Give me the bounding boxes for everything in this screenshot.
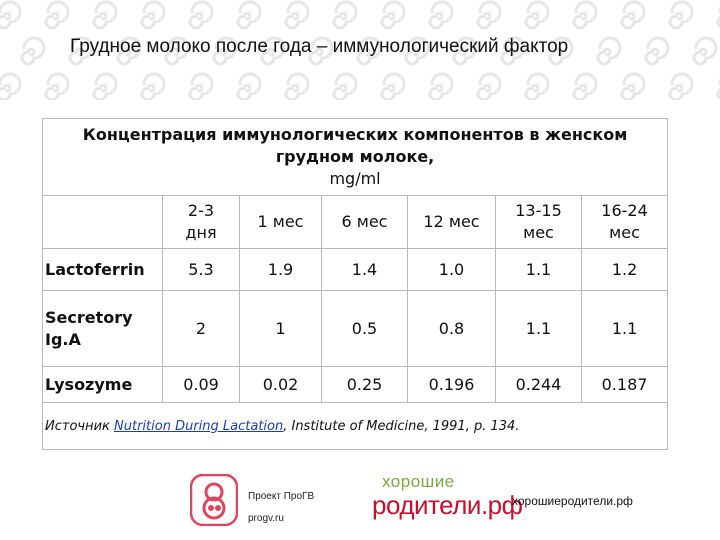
swirl-ornament: [596, 36, 622, 66]
table-cell: 0.5: [321, 290, 408, 367]
table-cell: 1.9: [239, 248, 322, 291]
swirl-ornament: [476, 0, 502, 30]
table-cell: 1.4: [321, 248, 408, 291]
table-row: Lactoferrin 5.3 1.9 1.4 1.0 1.1 1.2: [42, 248, 669, 291]
table-cell: 1.1: [495, 248, 582, 291]
table-source-row: Источник Nutrition During Lactation, Ins…: [41, 402, 669, 450]
table-row: Lysozyme 0.09 0.02 0.25 0.196 0.244 0.18…: [42, 366, 669, 403]
swirl-ornament: [428, 72, 454, 100]
table-cell: 1: [239, 290, 322, 367]
swirl-ornament: [188, 72, 214, 100]
table-cell: 0.02: [239, 366, 322, 403]
swirl-ornament: [260, 36, 286, 66]
source-note: Источник Nutrition During Lactation, Ins…: [41, 402, 669, 450]
immunology-table: Концентрация иммунологических компоненто…: [41, 118, 669, 450]
progv-project-label: Проект ПроГВ: [248, 491, 315, 502]
source-link[interactable]: Nutrition During Lactation: [114, 418, 284, 434]
table-cell: 5.3: [162, 248, 240, 291]
row-label-lactoferrin: Lactoferrin: [42, 248, 163, 291]
swirl-ornament: [380, 0, 406, 30]
table-cell: 0.196: [407, 366, 496, 403]
table-cell: 0.244: [495, 366, 582, 403]
swirl-ornament: [164, 36, 190, 66]
table-row: Secretory Ig.A 2 1 0.5 0.8 1.1 1.1: [42, 290, 669, 367]
swirl-ornament: [20, 36, 46, 66]
swirl-ornament: [44, 0, 70, 30]
progv-text: Проект ПроГВ progv.ru: [248, 486, 314, 530]
source-suffix: , Institute of Medicine, 1991, p. 134.: [283, 418, 520, 434]
swirl-ornament: [116, 36, 142, 66]
progv-logo-icon: [190, 474, 238, 526]
table-cell: 0.09: [162, 366, 240, 403]
column-header: 12 мес: [407, 195, 496, 249]
decorative-swirl-pattern: [0, 0, 720, 100]
swirl-ornament: [572, 72, 598, 100]
swirl-ornament: [308, 36, 334, 66]
site-url[interactable]: хорошиеродители.рф: [512, 494, 633, 508]
column-header: 13-15 мес: [495, 195, 582, 249]
column-header: 1 мес: [239, 195, 322, 249]
hr-logo-top-text: хорошие: [382, 472, 455, 491]
header-empty-cell: [42, 195, 163, 249]
progv-url[interactable]: progv.ru: [248, 513, 284, 524]
caption-line-1: Концентрация иммунологических компоненто…: [82, 125, 628, 144]
column-header: 2-3 дня: [162, 195, 240, 249]
caption-line-2: грудном молоке,: [275, 147, 435, 166]
swirl-ornament: [524, 0, 550, 30]
hr-logo-bottom-text: родители.рф: [372, 490, 523, 520]
table-cell: 0.8: [407, 290, 496, 367]
table-header-row: 2-3 дня 1 мес 6 мес 12 мес 13-15 мес 16-24…: [42, 195, 669, 249]
table-cell: 1.0: [407, 248, 496, 291]
swirl-ornament: [548, 36, 574, 66]
swirl-ornament: [500, 36, 526, 66]
swirl-ornament: [332, 0, 358, 30]
swirl-ornament: [0, 0, 22, 30]
row-label-lysozyme: Lysozyme: [42, 366, 163, 403]
caption-unit: mg/ml: [329, 169, 381, 188]
swirl-ornament: [452, 36, 478, 66]
swirl-ornament: [212, 36, 238, 66]
horoshie-roditeli-logo: хорошие родители.рф: [372, 472, 523, 528]
swirl-ornament: [332, 72, 358, 100]
swirl-ornament: [284, 72, 310, 100]
swirl-ornament: [140, 72, 166, 100]
swirl-ornament: [668, 0, 694, 30]
swirl-ornament: [0, 72, 22, 100]
row-label-secretory-iga: Secretory Ig.A: [42, 290, 163, 367]
swirl-ornament: [284, 0, 310, 30]
table-cell: 1.1: [580, 290, 669, 367]
footer: Проект ПроГВ progv.ru хорошие родители.р…: [0, 470, 720, 540]
swirl-ornament: [44, 72, 70, 100]
table-cell: 1.1: [495, 290, 582, 367]
swirl-ornament: [68, 36, 94, 66]
table-cell: 0.187: [580, 366, 669, 403]
swirl-ornament: [188, 0, 214, 30]
table-caption: Концентрация иммунологических компоненто…: [41, 118, 669, 196]
swirl-ornament: [644, 36, 670, 66]
slide-title: Грудное молоко после года – иммунологиче…: [70, 36, 569, 57]
column-header: 6 мес: [321, 195, 408, 249]
column-header: 16-24 мес: [580, 195, 669, 249]
swirl-ornament: [236, 0, 262, 30]
swirl-ornament: [428, 0, 454, 30]
swirl-ornament: [476, 72, 502, 100]
swirl-ornament: [140, 0, 166, 30]
table-cell: 2: [162, 290, 240, 367]
swirl-ornament: [404, 36, 430, 66]
swirl-ornament: [380, 72, 406, 100]
swirl-ornament: [668, 72, 694, 100]
swirl-ornament: [524, 72, 550, 100]
table-caption-row: Концентрация иммунологических компоненто…: [41, 118, 669, 196]
table-cell: 0.25: [321, 366, 408, 403]
swirl-ornament: [92, 0, 118, 30]
swirl-ornament: [572, 0, 598, 30]
swirl-ornament: [620, 0, 646, 30]
swirl-ornament: [92, 72, 118, 100]
swirl-ornament: [620, 72, 646, 100]
swirl-ornament: [236, 72, 262, 100]
swirl-ornament: [692, 36, 718, 66]
source-prefix: Источник: [45, 418, 115, 434]
swirl-ornament: [356, 36, 382, 66]
table-cell: 1.2: [580, 248, 669, 291]
